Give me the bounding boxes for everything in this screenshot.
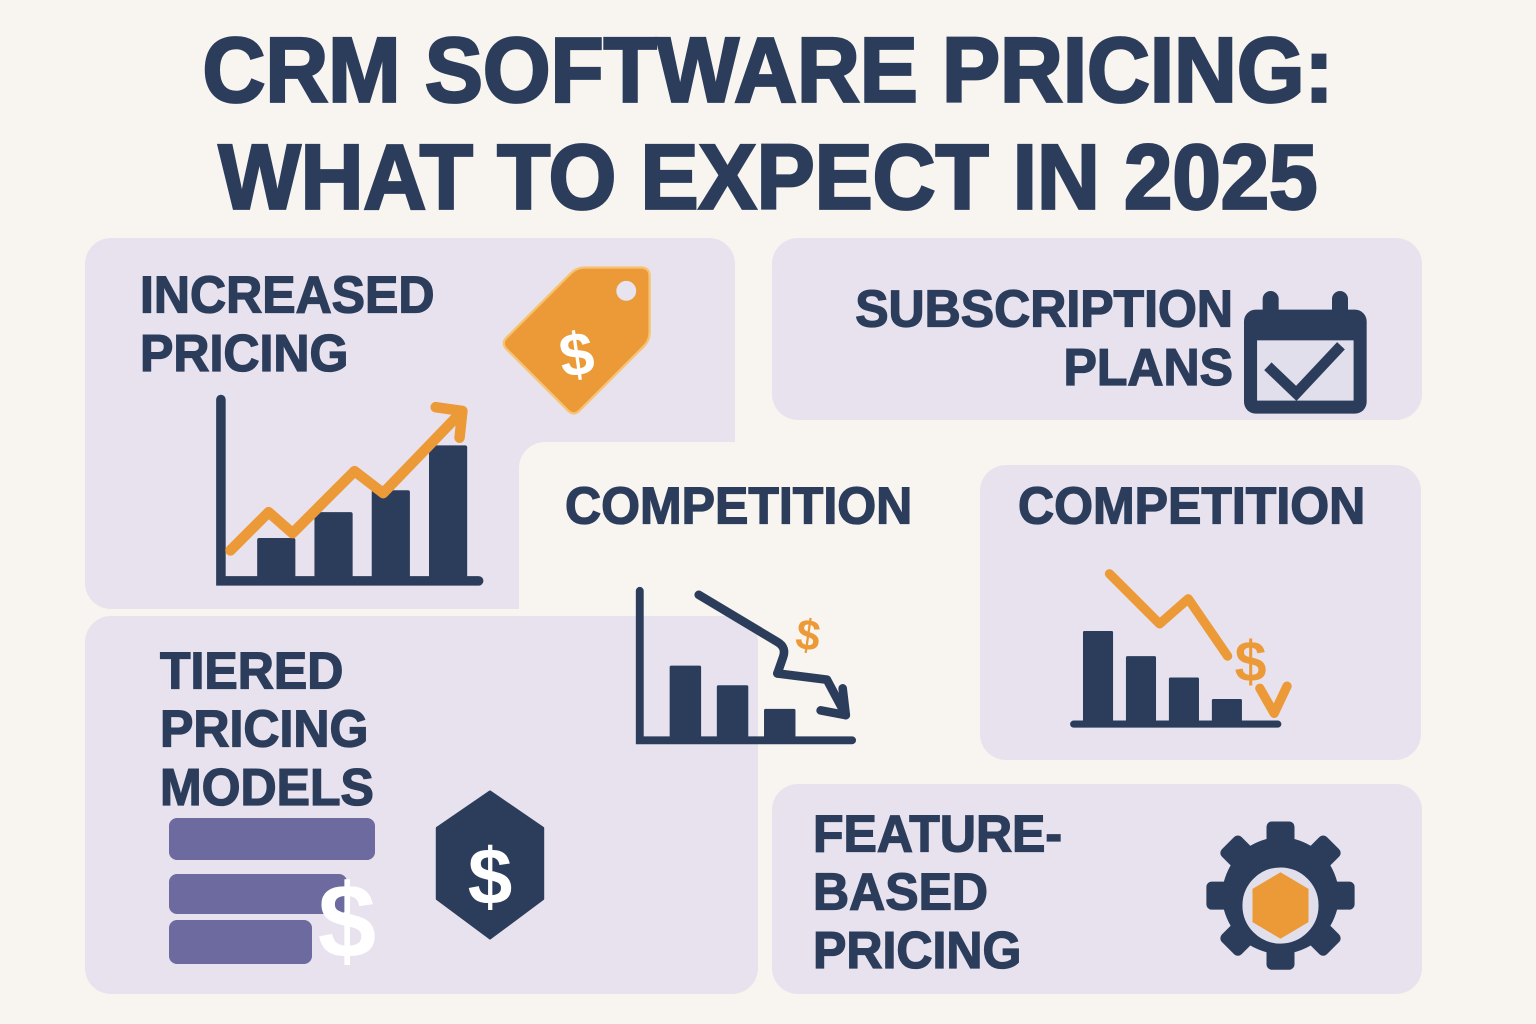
svg-text:$: $ [468, 832, 513, 921]
svg-text:$: $ [318, 863, 376, 980]
svg-text:$: $ [793, 610, 824, 661]
